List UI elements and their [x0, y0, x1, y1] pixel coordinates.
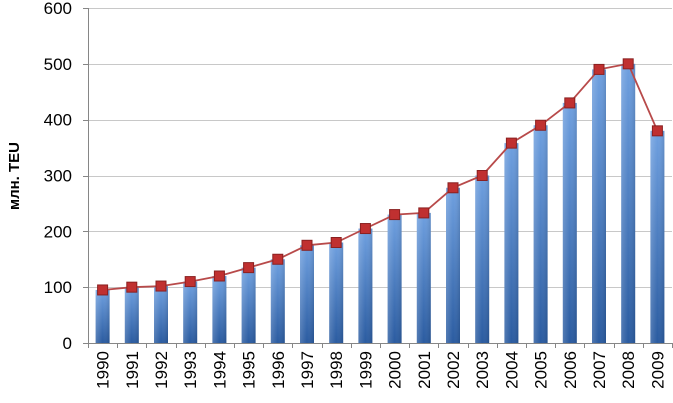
bar	[592, 69, 606, 344]
data-point-marker	[243, 262, 255, 274]
bar	[533, 125, 548, 343]
y-tick-label: 500	[44, 55, 72, 74]
x-tick-label: 2005	[532, 351, 551, 389]
data-point-marker	[126, 281, 138, 293]
bar-series	[95, 63, 665, 344]
data-point-marker	[184, 276, 196, 288]
data-point-marker	[155, 280, 167, 292]
y-tick-label: 100	[44, 278, 72, 297]
y-tick-label: 200	[44, 222, 72, 241]
x-tick-label: 2003	[473, 351, 492, 389]
data-point-marker	[330, 237, 342, 248]
bar	[124, 287, 139, 343]
x-tick-label: 1998	[327, 351, 346, 389]
data-point-marker	[564, 97, 576, 109]
bar	[183, 281, 198, 343]
bar	[241, 267, 256, 343]
x-tick-label: 2006	[561, 351, 580, 389]
data-point-marker	[418, 207, 430, 219]
line-series	[97, 58, 663, 296]
data-point-marker	[651, 125, 663, 137]
data-point-marker	[447, 182, 459, 194]
x-tick-label: 1990	[94, 351, 113, 389]
y-tick-label: 300	[44, 167, 72, 186]
bar	[446, 187, 460, 343]
x-tick-label: 1997	[298, 351, 317, 389]
data-point-marker	[535, 119, 547, 131]
x-tick-label: 2009	[648, 351, 667, 389]
bar	[475, 175, 490, 343]
data-point-marker	[213, 270, 225, 282]
x-tick-label: 2008	[619, 351, 638, 389]
bar	[270, 259, 285, 343]
bar	[650, 130, 665, 343]
bar	[358, 228, 373, 343]
x-tick-label: 1996	[269, 351, 288, 389]
x-tick-label: 2007	[590, 351, 609, 389]
y-tick-label: 600	[44, 0, 72, 18]
bar	[504, 143, 519, 343]
y-tick-label: 0	[63, 334, 72, 353]
axes	[83, 8, 673, 348]
y-tick-labels: 0 100 200 300 400 500 600	[44, 0, 72, 353]
bar	[562, 102, 577, 344]
data-point-marker	[593, 63, 605, 75]
data-point-marker	[272, 253, 284, 265]
bar	[95, 289, 110, 343]
bar	[154, 286, 168, 343]
bar	[387, 214, 402, 343]
x-tick-label: 2004	[502, 351, 521, 389]
bar	[621, 63, 636, 343]
data-point-marker	[622, 58, 634, 70]
x-tick-label: 1993	[181, 351, 200, 389]
x-tick-label: 1992	[152, 351, 171, 389]
x-tick-label: 1995	[240, 351, 259, 389]
data-point-marker	[301, 239, 313, 251]
gridlines	[88, 8, 672, 288]
bar	[416, 212, 431, 343]
x-tick-label: 1999	[356, 351, 375, 389]
x-tick-label: 2001	[415, 351, 434, 389]
bar	[329, 242, 344, 343]
data-point-marker	[389, 209, 401, 221]
bar	[212, 276, 227, 343]
data-point-marker	[359, 223, 371, 235]
x-tick-label: 2000	[386, 351, 405, 389]
y-axis-title: млн. TEU	[6, 142, 23, 210]
x-tick-labels: 1990 1991 1992 1993 1994 1995 1996 1997 1998 1999…	[94, 351, 668, 389]
bar	[300, 245, 314, 343]
data-point-marker	[97, 284, 109, 296]
data-point-marker	[476, 170, 488, 181]
data-point-marker	[505, 137, 517, 149]
y-tick-label: 400	[44, 111, 72, 130]
x-tick-label: 1991	[123, 351, 142, 389]
x-tick-label: 2002	[444, 351, 463, 389]
x-tick-label: 1994	[210, 351, 229, 389]
